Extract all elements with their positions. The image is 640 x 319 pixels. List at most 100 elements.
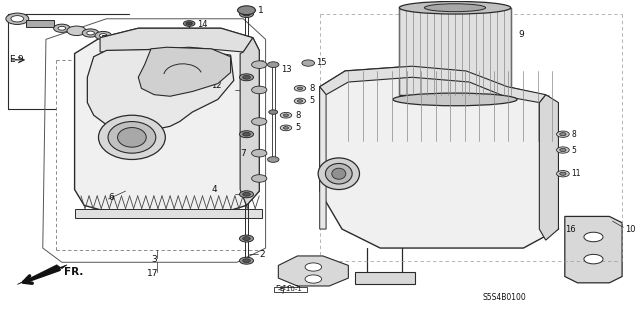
Ellipse shape [108,122,156,153]
Text: 8: 8 [295,111,300,120]
Circle shape [298,87,303,90]
Text: 12: 12 [211,81,222,90]
Circle shape [584,254,603,264]
Bar [274,287,307,292]
Text: E-9: E-9 [9,56,24,64]
Circle shape [252,175,267,182]
Circle shape [268,62,279,68]
Circle shape [584,232,603,242]
Text: 15: 15 [317,58,327,67]
Polygon shape [320,66,559,248]
Polygon shape [320,87,326,229]
Polygon shape [240,38,259,205]
Circle shape [239,131,253,138]
Circle shape [83,29,99,37]
Circle shape [243,192,250,196]
Polygon shape [320,66,546,103]
Text: 10: 10 [625,225,636,234]
Ellipse shape [318,158,360,189]
Circle shape [294,85,306,91]
Circle shape [11,16,24,22]
Polygon shape [100,28,253,52]
Circle shape [268,157,279,162]
Circle shape [67,26,86,35]
Circle shape [557,131,569,137]
Circle shape [280,125,292,131]
Text: FR.: FR. [64,267,83,277]
Circle shape [560,172,566,175]
Circle shape [560,148,566,152]
Text: 2: 2 [259,250,265,259]
Circle shape [184,21,195,26]
Circle shape [302,60,315,66]
Polygon shape [278,256,348,286]
Circle shape [239,191,253,198]
Polygon shape [355,272,415,285]
Text: E-10-1: E-10-1 [275,285,300,294]
Ellipse shape [332,168,346,179]
Text: 5: 5 [295,123,300,132]
Text: 4: 4 [211,185,217,194]
Text: S5S4B0100: S5S4B0100 [482,293,526,301]
Circle shape [243,75,250,79]
Circle shape [284,127,289,129]
Circle shape [305,263,322,271]
Circle shape [252,61,267,69]
Text: 6: 6 [108,193,114,202]
Circle shape [243,259,250,263]
Ellipse shape [424,4,486,12]
Circle shape [269,110,278,114]
Circle shape [54,24,70,33]
Ellipse shape [118,128,146,147]
Text: E-10-1: E-10-1 [279,286,302,292]
Circle shape [560,133,566,136]
Text: 13: 13 [281,65,291,74]
Circle shape [284,114,289,116]
Circle shape [243,237,250,241]
Circle shape [186,22,193,25]
Circle shape [239,257,253,264]
Polygon shape [138,47,230,96]
Circle shape [95,32,111,40]
Text: 8: 8 [571,130,576,139]
Circle shape [557,147,569,153]
Polygon shape [87,49,234,131]
Circle shape [557,171,569,177]
Circle shape [305,275,322,283]
Text: 9: 9 [518,30,524,39]
Text: 1: 1 [258,6,264,15]
Ellipse shape [99,115,165,160]
Circle shape [252,118,267,125]
Text: 16: 16 [565,225,575,234]
Ellipse shape [399,1,511,14]
Bar [399,8,511,95]
Bar [102,34,127,41]
Circle shape [239,74,253,81]
Circle shape [120,36,143,48]
Circle shape [243,132,250,136]
Polygon shape [565,216,622,283]
Circle shape [99,33,107,37]
Circle shape [239,11,253,18]
Text: 17: 17 [147,270,158,278]
Polygon shape [540,95,559,240]
Circle shape [252,86,267,94]
Text: 11: 11 [571,169,580,178]
Text: 5: 5 [571,145,576,154]
Ellipse shape [393,93,517,106]
Circle shape [86,31,94,35]
Text: 3: 3 [151,255,157,263]
Text: 7: 7 [240,149,246,158]
Circle shape [280,112,292,118]
Circle shape [237,6,255,15]
Bar [26,20,54,27]
Text: 14: 14 [197,20,207,29]
Circle shape [252,149,267,157]
Text: 8: 8 [309,84,314,93]
Circle shape [58,26,66,30]
Circle shape [125,39,138,45]
Polygon shape [75,28,259,213]
Circle shape [298,100,303,102]
Polygon shape [17,265,67,285]
Circle shape [294,98,306,104]
